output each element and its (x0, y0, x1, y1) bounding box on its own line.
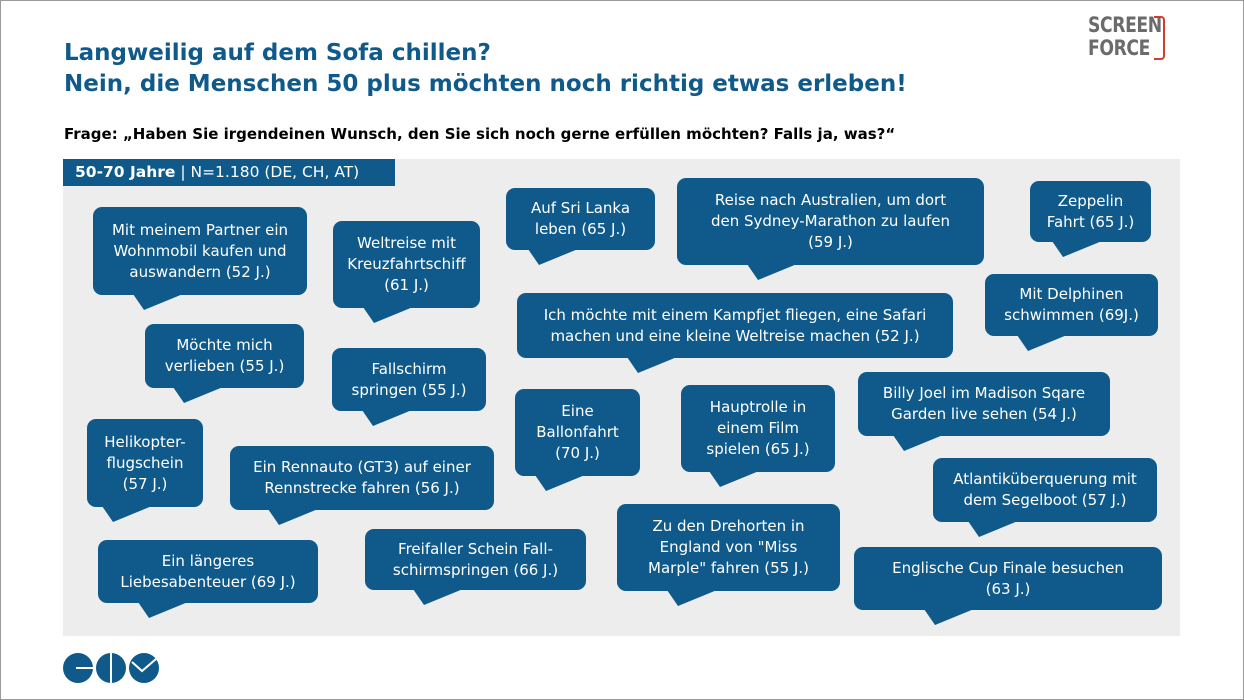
screenforce-logo: SCREEN FORCE (1088, 14, 1178, 60)
speech-bubble: Ein Rennauto (GT3) auf einer Rennstrecke… (230, 446, 494, 525)
speech-bubble: Weltreise mit Kreuzfahrtschiff (61 J.) (333, 221, 480, 323)
speech-bubble: Ein längeres Liebesabenteuer (69 J.) (98, 540, 318, 618)
company-logo-icon (63, 653, 159, 683)
speech-bubble: Eine Ballonfahrt (70 J.) (515, 389, 640, 491)
speech-bubble: Englische Cup Finale besuchen (63 J.) (854, 547, 1162, 625)
speech-bubble: Mit Delphinen schwimmen (69J.) (985, 274, 1158, 351)
slide-title: Langweilig auf dem Sofa chillen? Nein, d… (64, 40, 907, 97)
speech-bubble: Atlantiküberquerung mit dem Segelboot (5… (933, 458, 1157, 537)
speech-bubble: Auf Sri Lanka leben (65 J.) (506, 188, 655, 265)
age-group: 50-70 Jahre (75, 163, 176, 181)
speech-bubble: Zeppelin Fahrt (65 J.) (1030, 181, 1151, 257)
separator: | (175, 163, 191, 181)
speech-bubble: Billy Joel im Madison Sqare Garden live … (858, 372, 1110, 451)
speech-bubble: Mit meinem Partner ein Wohnmobil kaufen … (93, 207, 307, 310)
speech-bubble: Ich möchte mit einem Kampfjet fliegen, e… (517, 293, 953, 373)
sample-size: N=1.180 (DE, CH, AT) (190, 163, 360, 181)
speech-bubble: Fallschirm springen (55 J.) (332, 348, 486, 426)
speech-bubble: Zu den Drehorten in England von "Miss Ma… (617, 504, 840, 606)
sample-label: 50-70 Jahre | N=1.180 (DE, CH, AT) (63, 159, 395, 186)
logo-bracket-icon (1154, 16, 1165, 60)
speech-bubble: Möchte mich verlieben (55 J.) (145, 324, 304, 403)
logo-text: SCREEN FORCE (1088, 13, 1162, 60)
survey-question: Frage: „Haben Sie irgendeinen Wunsch, de… (64, 125, 896, 143)
speech-bubble: Freifaller Schein Fall- schirmspringen (… (365, 529, 586, 605)
speech-bubble: Hauptrolle in einem Film spielen (65 J.) (681, 385, 835, 487)
speech-bubble: Helikopter- flugschein (57 J.) (87, 419, 203, 522)
speech-bubble: Reise nach Australien, um dort den Sydne… (677, 178, 984, 280)
